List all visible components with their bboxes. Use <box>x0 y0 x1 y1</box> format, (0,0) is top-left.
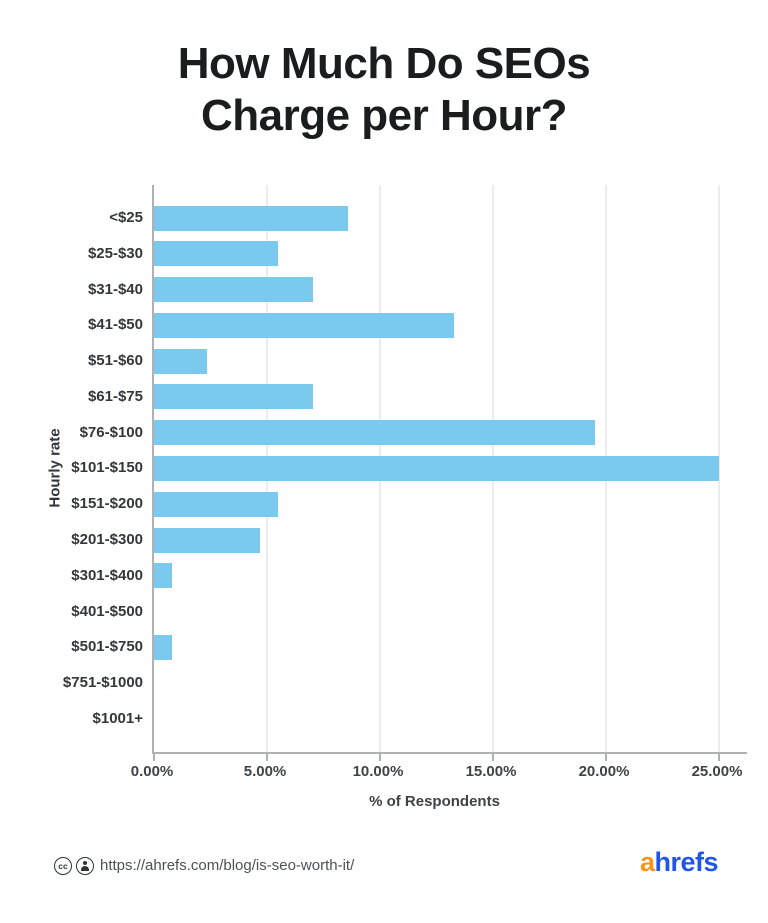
x-axis-title: % of Respondents <box>369 793 500 810</box>
attribution-person-body <box>81 866 89 871</box>
y-category-label: $76-$100 <box>79 423 143 441</box>
attribution-person-head <box>83 861 87 865</box>
y-category-label: $101-$150 <box>71 459 143 477</box>
y-category-label: $51-$60 <box>87 352 143 370</box>
bar <box>154 241 278 267</box>
x-tick-label: 10.00% <box>352 763 404 780</box>
axis-tick <box>718 754 720 761</box>
source-url: https://ahrefs.com/blog/is-seo-worth-it/ <box>100 857 355 874</box>
plot-area <box>152 185 747 761</box>
axis-tick <box>492 754 494 761</box>
x-axis-tick-labels: 0.00% 5.00% 10.00% 15.00% 20.00% 25.00% <box>131 763 745 783</box>
bar <box>154 420 596 446</box>
y-category-label: $31-$40 <box>87 280 143 298</box>
cc-icon: cc <box>54 857 72 875</box>
bar <box>154 312 455 338</box>
y-category-label: $1001+ <box>92 709 143 727</box>
y-category-label: $501-$750 <box>71 638 143 656</box>
bar <box>154 563 172 589</box>
bar <box>154 527 260 553</box>
y-category-label: $751-$1000 <box>62 674 143 692</box>
attribution-icon <box>76 857 94 875</box>
y-category-label: $41-$50 <box>87 316 143 334</box>
chart-title: How Much Do SEOs Charge per Hour? <box>177 39 591 140</box>
bar <box>154 384 313 410</box>
ahrefs-logo: ahrefs <box>639 847 719 877</box>
axis-tick <box>153 754 155 761</box>
axis-tick <box>605 754 607 761</box>
x-tick-label: 15.00% <box>465 763 517 780</box>
bar <box>154 455 719 481</box>
y-category-label: $301-$400 <box>71 566 143 584</box>
bar <box>154 205 349 231</box>
bar <box>154 634 172 660</box>
bar <box>154 491 278 517</box>
y-category-label: $151-$200 <box>71 495 143 513</box>
y-category-label: $401-$500 <box>71 602 143 620</box>
x-tick-label: 20.00% <box>578 763 630 780</box>
gridline <box>718 185 720 752</box>
x-tick-label: 0.00% <box>130 763 174 780</box>
axis-tick <box>266 754 268 761</box>
x-tick-label: 25.00% <box>691 763 743 780</box>
y-category-label: <$25 <box>109 209 143 226</box>
y-axis-category-labels: <$25 $25-$30 $31-$40 $41-$50 $51-$60 $61-$75 $… <box>0 185 143 752</box>
x-tick-label: 5.00% <box>243 763 287 780</box>
y-category-label: $201-$300 <box>71 531 143 549</box>
axis-tick <box>379 754 381 761</box>
y-category-label: $25-$30 <box>87 244 143 262</box>
ahrefs-logo-blue-part: hrefs <box>654 847 718 877</box>
bar <box>154 277 313 303</box>
y-category-label: $61-$75 <box>87 387 143 405</box>
ahrefs-logo-orange-part: a <box>639 847 655 877</box>
bar <box>154 348 207 374</box>
